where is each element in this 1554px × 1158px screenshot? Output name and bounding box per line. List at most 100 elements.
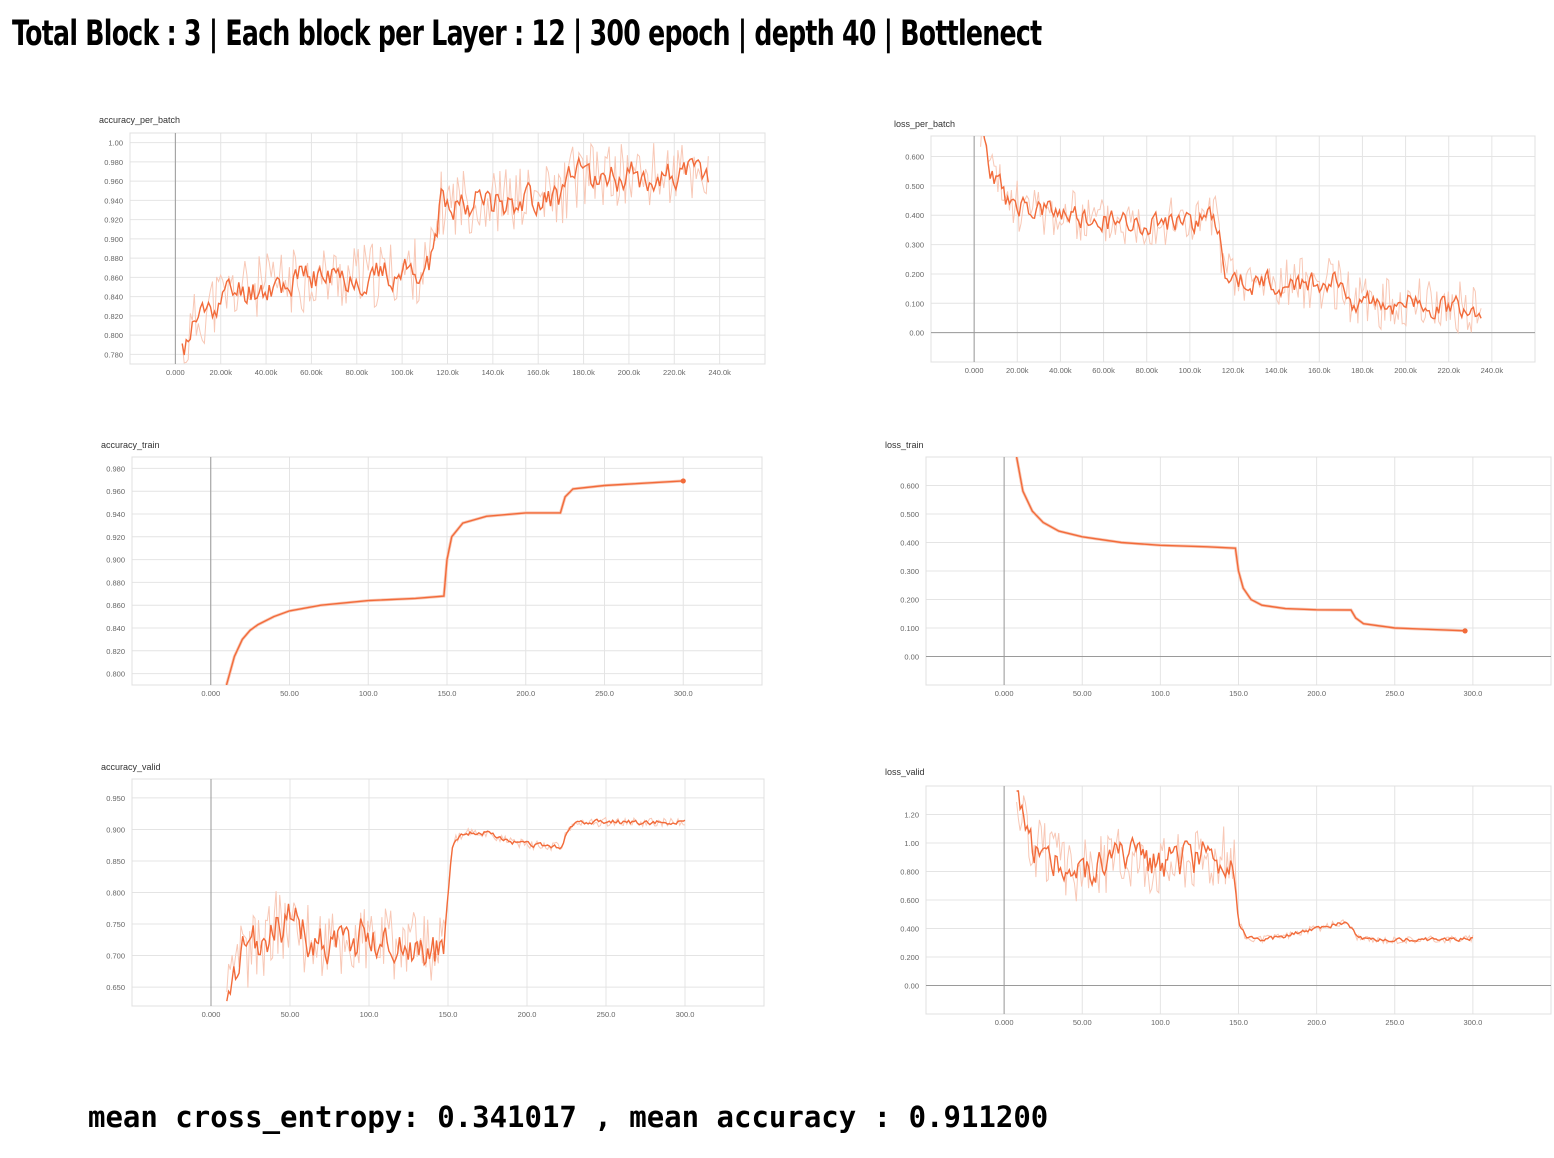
y-tick-label: 0.850 (106, 857, 125, 866)
x-tick-label: 160.0k (1308, 366, 1331, 375)
y-tick-label: 0.940 (104, 196, 123, 205)
x-tick-label: 200.0 (1307, 1018, 1326, 1027)
y-tick-label: 0.00 (904, 653, 919, 662)
y-tick-label: 0.800 (106, 889, 125, 898)
y-tick-label: 0.820 (104, 312, 123, 321)
chart-title: accuracy_train (101, 440, 160, 450)
y-tick-label: 0.100 (905, 299, 924, 308)
chart-svg: accuracy_per_batch 0.000 20.00k 40.00k 60.00… (99, 115, 766, 377)
x-tick-label: 0.000 (202, 1010, 221, 1019)
y-tick-label: 0.780 (104, 350, 123, 359)
smoothed-series-line (1015, 457, 1466, 632)
y-tick-label: 0.700 (106, 952, 125, 961)
chart-svg: accuracy_train 0.000 50.00 100.0 150.0 200.0 2… (101, 440, 763, 698)
x-tick-label: 220.0k (1437, 366, 1460, 375)
y-tick-label: 0.200 (900, 596, 919, 605)
x-tick-label: 60.00k (300, 368, 323, 377)
x-tick-label: 200.0k (1394, 366, 1417, 375)
plot-area (226, 816, 686, 1002)
y-tick-label: 0.980 (104, 158, 123, 167)
x-tick-label: 150.0 (438, 689, 457, 698)
smoothed-series-line (226, 818, 686, 1002)
y-tick-label: 1.20 (904, 811, 919, 820)
x-tick-label: 120.0k (1222, 366, 1245, 375)
x-tick-label: 0.000 (965, 366, 984, 375)
y-tick-label: 0.600 (900, 482, 919, 491)
x-tick-label: 180.0k (1351, 366, 1374, 375)
plot-area (225, 479, 684, 685)
x-tick-label: 140.0k (482, 368, 505, 377)
y-tick-label: 0.800 (104, 331, 123, 340)
chart-svg: accuracy_valid 0.000 50.00 100.0 150.0 200.0 2… (101, 762, 765, 1019)
x-tick-label: 100.0 (360, 1010, 379, 1019)
y-tick-label: 0.840 (104, 293, 123, 302)
y-tick-label: 0.920 (104, 216, 123, 225)
chart-loss-valid: loss_valid 0.000 50.00 100.0 150.0 200.0 250.0… (876, 760, 1552, 1028)
x-tick-label: 220.0k (663, 368, 686, 377)
x-tick-label: 240.0k (708, 368, 731, 377)
smoothed-series-line (983, 136, 1482, 320)
y-tick-label: 0.820 (106, 647, 125, 656)
chart-loss-per-batch: loss_per_batch 0.000 20.00k 40.00k 60.00k 80.… (885, 112, 1540, 382)
x-tick-label: 0.000 (995, 689, 1014, 698)
plot-frame (925, 785, 1552, 1015)
x-tick-label: 100.0 (1151, 1018, 1170, 1027)
series-end-point (680, 478, 686, 484)
raw-series-line (1015, 457, 1466, 633)
plot-frame (131, 456, 763, 686)
x-tick-label: 50.00 (280, 689, 299, 698)
x-tick-label: 0.000 (166, 368, 185, 377)
y-tick-label: 0.840 (106, 624, 125, 633)
raw-series-line (226, 816, 686, 992)
chart-svg: loss_per_batch 0.000 20.00k 40.00k 60.00k 80.… (894, 119, 1536, 375)
y-tick-label: 0.400 (900, 539, 919, 548)
y-tick-label: 0.400 (905, 211, 924, 220)
chart-svg: loss_train 0.000 50.00 100.0 150.0 200.0 250.0… (885, 440, 1552, 698)
smoothed-series-line (181, 155, 709, 356)
x-tick-label: 150.0 (1229, 689, 1248, 698)
y-tick-label: 0.200 (905, 270, 924, 279)
smoothed-series-line (1016, 790, 1473, 943)
plot-area (1016, 790, 1474, 945)
x-tick-label: 300.0 (676, 1010, 695, 1019)
x-tick-label: 60.00k (1092, 366, 1115, 375)
y-tick-label: 0.920 (106, 533, 125, 542)
y-tick-label: 0.750 (106, 920, 125, 929)
x-tick-label: 150.0 (1229, 1018, 1248, 1027)
y-tick-label: 0.940 (106, 510, 125, 519)
chart-title: loss_valid (885, 767, 925, 777)
x-tick-label: 300.0 (1463, 689, 1482, 698)
raw-series-line (980, 136, 1482, 335)
x-tick-label: 40.00k (255, 368, 278, 377)
y-tick-label: 0.800 (106, 670, 125, 679)
plot-frame (131, 778, 765, 1007)
plot-frame (930, 135, 1536, 363)
chart-accuracy-train: accuracy_train 0.000 50.00 100.0 150.0 200.0 2… (92, 433, 763, 699)
x-tick-label: 300.0 (674, 689, 693, 698)
chart-title: accuracy_per_batch (99, 115, 180, 125)
plot-area (980, 136, 1482, 335)
y-tick-label: 0.500 (900, 510, 919, 519)
y-tick-label: 0.500 (905, 182, 924, 191)
x-tick-label: 80.00k (1135, 366, 1158, 375)
chart-title: loss_per_batch (894, 119, 955, 129)
y-tick-label: 0.600 (900, 896, 919, 905)
x-tick-label: 0.000 (201, 689, 220, 698)
x-tick-label: 250.0 (1385, 1018, 1404, 1027)
x-tick-label: 40.00k (1049, 366, 1072, 375)
x-tick-label: 150.0 (439, 1010, 458, 1019)
plot-frame (925, 456, 1552, 686)
y-tick-label: 0.200 (900, 953, 919, 962)
x-tick-label: 240.0k (1481, 366, 1504, 375)
y-tick-label: 0.900 (104, 235, 123, 244)
plot-frame (129, 132, 766, 365)
chart-loss-train: loss_train 0.000 50.00 100.0 150.0 200.0 250.0… (876, 433, 1552, 699)
y-tick-label: 0.650 (106, 983, 125, 992)
x-tick-label: 100.0k (1179, 366, 1202, 375)
y-tick-label: 1.00 (108, 139, 123, 148)
y-tick-label: 0.00 (904, 982, 919, 991)
x-tick-label: 0.000 (995, 1018, 1014, 1027)
raw-series-line (1016, 795, 1474, 945)
y-tick-label: 0.400 (900, 925, 919, 934)
x-tick-label: 300.0 (1463, 1018, 1482, 1027)
